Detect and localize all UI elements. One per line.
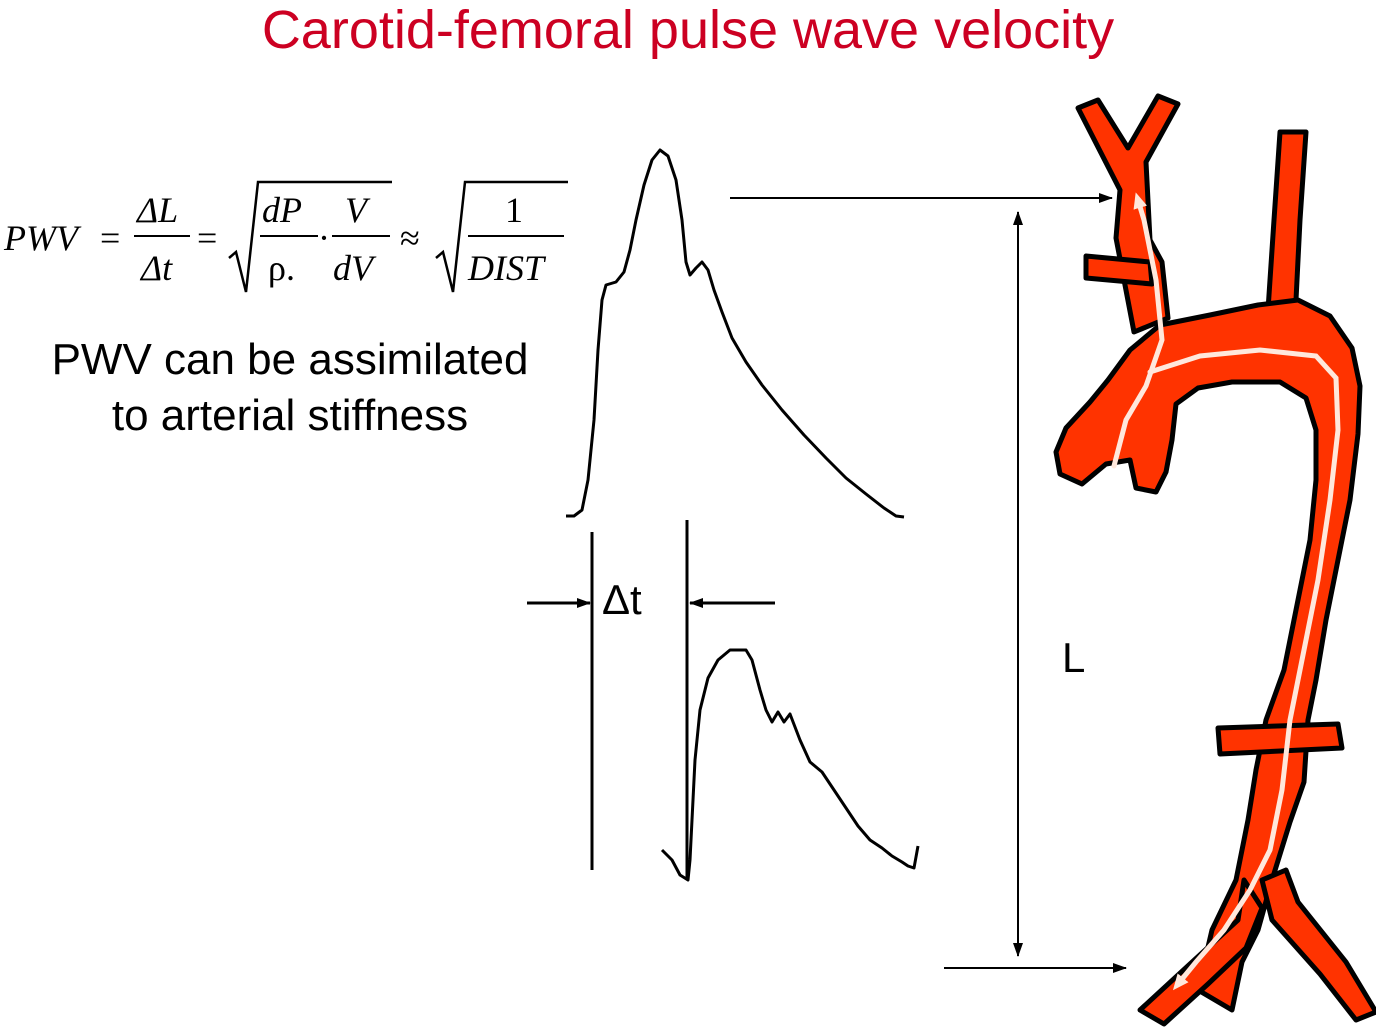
formula-lhs: PWV	[3, 218, 82, 258]
left-carotid-artery	[1265, 129, 1309, 313]
formula-frac1-denominator: Δt	[139, 248, 173, 288]
length-label: L	[1062, 634, 1085, 681]
formula-frac4-denominator: DIST	[467, 248, 547, 288]
formula-sqrt-2	[435, 180, 568, 293]
caption-line-1: PWV can be assimilated	[51, 335, 529, 384]
formula-frac2-numerator: dP	[262, 190, 302, 230]
flow-arrow-icon	[1147, 347, 1341, 991]
flow-arrow-icon	[1111, 192, 1165, 469]
caption: PWV can be assimilated to arterial stiff…	[0, 332, 580, 444]
formula-equals-1: =	[100, 218, 120, 258]
formula-frac3-numerator: V	[345, 190, 371, 230]
formula-equals-2: =	[197, 218, 217, 258]
renal-arteries	[1215, 721, 1345, 757]
caption-line-2: to arterial stiffness	[111, 391, 469, 440]
carotid-waveform	[566, 148, 905, 519]
formula-frac3-denominator: dV	[333, 248, 377, 288]
left-iliac-femoral-artery	[1259, 867, 1376, 1023]
formula-sqrt-1	[228, 180, 392, 293]
subclavian-artery	[1083, 253, 1155, 287]
formula-frac2-denominator: ρ.	[268, 248, 295, 288]
formula-approx: ≈	[400, 218, 420, 258]
formula-frac1-numerator: ΔL	[135, 190, 178, 230]
right-carotid-artery	[1075, 93, 1181, 335]
artery-tree-icon	[1053, 93, 1376, 1027]
formula-frac4-numerator: 1	[505, 190, 523, 230]
femoral-waveform	[660, 648, 920, 882]
formula-dot: ·	[318, 218, 330, 258]
delta-t-label: Δt	[602, 576, 642, 623]
aorta	[1053, 297, 1363, 1013]
slide-title: Carotid-femoral pulse wave velocity	[261, 0, 1115, 60]
pwv-formula: PWV = ΔL Δt = dP ρ. · V dV ≈ 1 DIST	[3, 180, 568, 293]
